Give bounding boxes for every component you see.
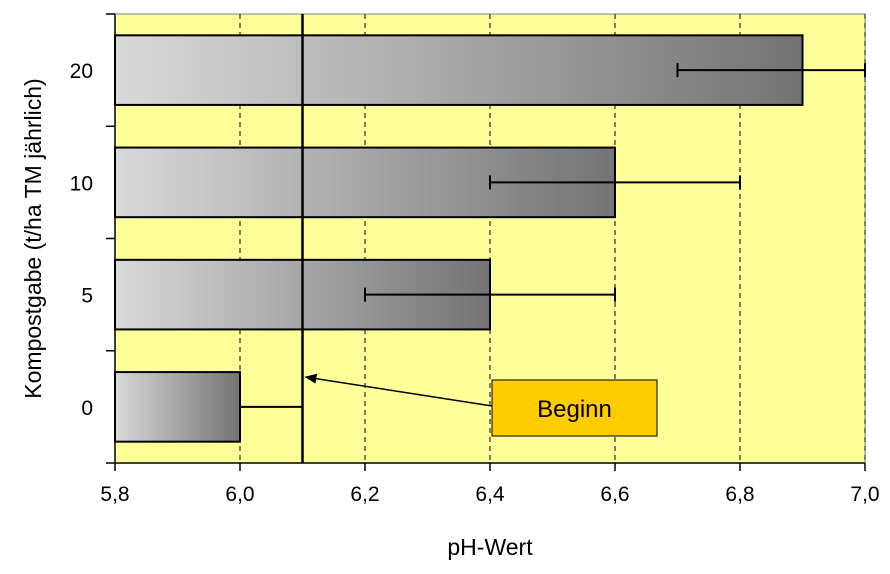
x-tick-label: 7,0 bbox=[850, 483, 879, 506]
x-axis-title: pH-Wert bbox=[447, 534, 533, 560]
annotation-box bbox=[491, 379, 658, 437]
x-tick-label: 6,0 bbox=[225, 483, 254, 506]
x-tick-label: 6,8 bbox=[725, 483, 754, 506]
bar-0 bbox=[114, 371, 241, 443]
annotation-arrow bbox=[304, 373, 493, 407]
y-tick-label: 0 bbox=[81, 397, 93, 420]
axes bbox=[106, 13, 866, 471]
annotation: Beginn bbox=[304, 373, 658, 437]
tick-labels: 5,8 6,0 6,2 6,4 6,6 6,8 7,0 0 5 10 20 bbox=[70, 60, 880, 506]
annotation-label: Beginn bbox=[537, 396, 612, 423]
x-tick-label: 5,8 bbox=[100, 483, 129, 506]
x-tick-label: 6,4 bbox=[475, 483, 505, 506]
y-tick-label: 20 bbox=[70, 60, 93, 83]
y-tick-label: 5 bbox=[81, 285, 93, 308]
error-bars bbox=[239, 63, 866, 414]
x-tick-label: 6,2 bbox=[350, 483, 379, 506]
y-axis-title: Kompostgabe (t/ha TM jährlich) bbox=[20, 78, 46, 398]
y-tick-label: 10 bbox=[70, 172, 93, 195]
x-tick-label: 6,6 bbox=[600, 483, 629, 506]
